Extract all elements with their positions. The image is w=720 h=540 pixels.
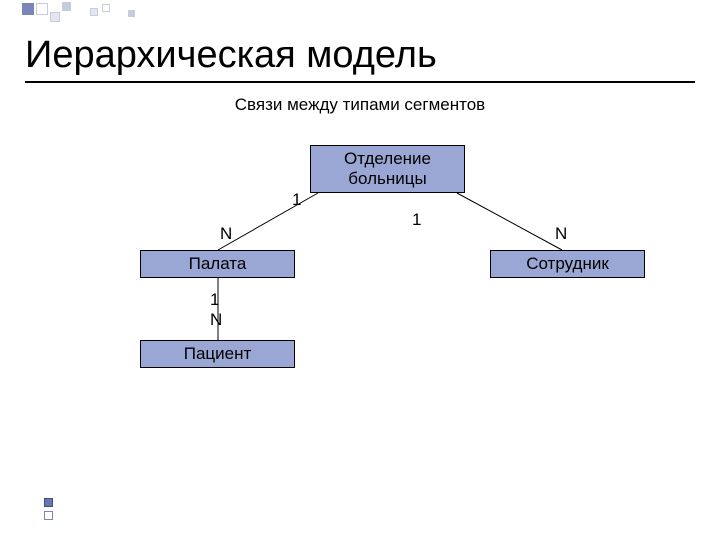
node-label: Сотрудник (526, 254, 609, 274)
decor-bullet (44, 498, 53, 507)
edge-label-from: 1 (412, 210, 421, 230)
edge-label-from: 1 (292, 190, 301, 210)
diagram-canvas: Отделениебольницы Палата Сотрудник Пациент 1… (0, 0, 720, 540)
node-root: Отделениебольницы (310, 145, 465, 193)
edge-root-ward (218, 193, 318, 250)
node-label: Палата (189, 254, 247, 274)
edge-label-to: N (220, 224, 232, 244)
node-ward: Палата (140, 250, 295, 278)
edge-root-staff (457, 193, 562, 250)
edge-label-to: N (210, 310, 222, 330)
node-staff: Сотрудник (490, 250, 645, 278)
node-label: Отделениебольницы (344, 149, 431, 188)
edge-label-to: N (555, 224, 567, 244)
node-label: Пациент (184, 344, 252, 364)
node-patient: Пациент (140, 340, 295, 368)
edge-label-from: 1 (210, 290, 219, 310)
decor-bullet (44, 511, 53, 520)
